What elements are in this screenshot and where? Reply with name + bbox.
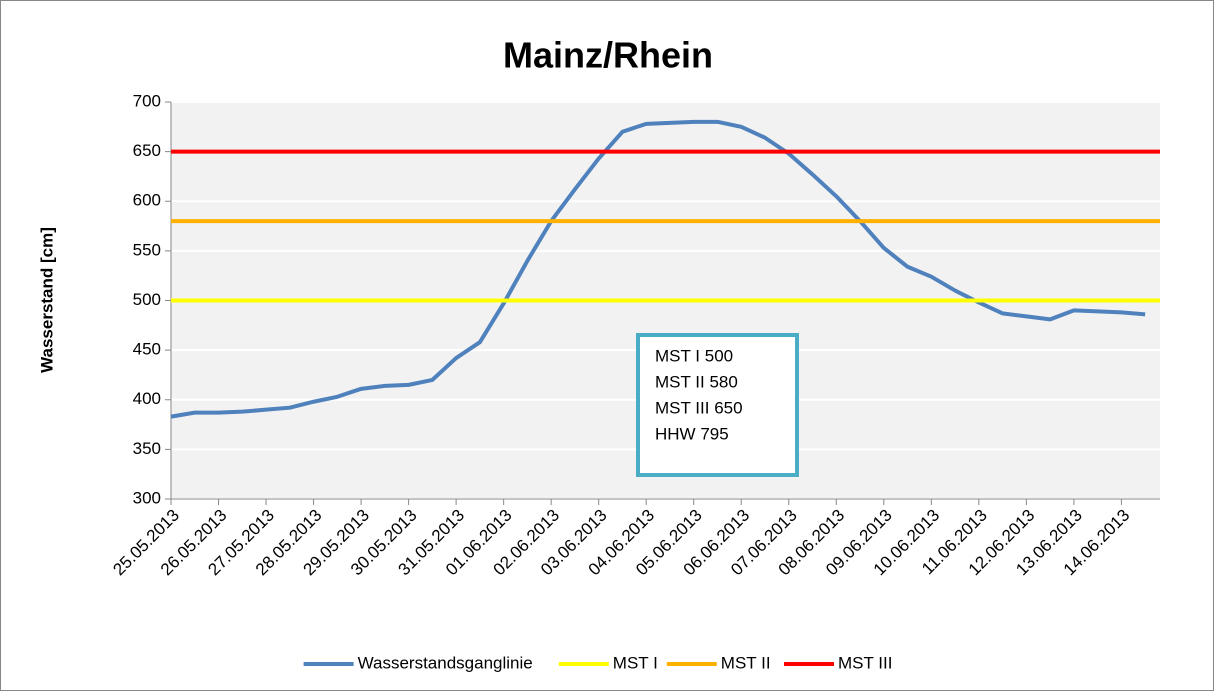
y-tick-label: 500	[133, 290, 161, 309]
annotation-text: MST II 580	[655, 372, 738, 391]
data-line	[170, 119, 1146, 419]
y-axis-label: Wasserstand [cm]	[37, 227, 56, 373]
annotation-text: MST I 500	[655, 346, 733, 365]
annotation-text: HHW 795	[655, 424, 729, 443]
y-tick-label: 700	[133, 91, 161, 110]
legend-label: MST I	[613, 653, 658, 672]
y-tick-label: 300	[133, 488, 161, 507]
y-tick-label: 600	[133, 191, 161, 210]
y-tick-label: 650	[133, 141, 161, 160]
y-tick-label: 550	[133, 240, 161, 259]
y-tick-label: 350	[133, 439, 161, 458]
legend-label: Wasserstandsganglinie	[358, 653, 533, 672]
y-tick-label: 450	[133, 340, 161, 359]
annotation-text: MST III 650	[655, 398, 743, 417]
annotation-box	[636, 333, 799, 477]
y-tick-label: 400	[133, 389, 161, 408]
legend-label: MST III	[838, 653, 892, 672]
chart-title: Mainz/Rhein	[503, 35, 713, 76]
legend-label: MST II	[721, 653, 771, 672]
